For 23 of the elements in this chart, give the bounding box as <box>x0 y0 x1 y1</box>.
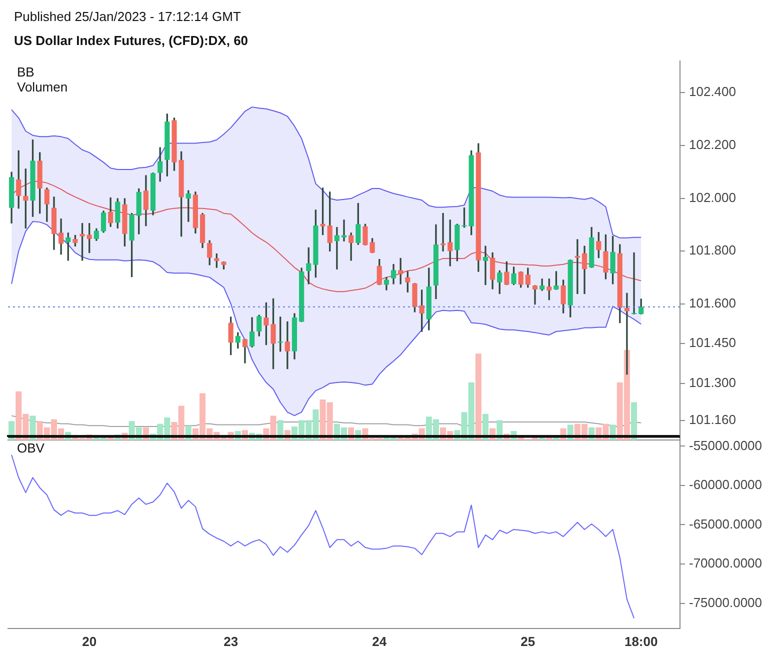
y-tick-label: 102.400 <box>689 84 736 100</box>
annotation: Volumen <box>17 79 68 94</box>
y-tick-label: 101.600 <box>689 296 736 311</box>
x-tick-label: 23 <box>224 634 238 649</box>
y-tick-label: 102.000 <box>689 190 736 205</box>
y-tick-label: -65000.0000 <box>689 516 762 532</box>
y-tick-label: 102.200 <box>689 136 736 152</box>
x-tick-label: 20 <box>82 634 97 649</box>
y-tick-label: 101.300 <box>689 374 736 390</box>
chart-title: OBV <box>17 440 45 456</box>
x-tick-label: 24 <box>372 634 388 649</box>
x-tick-label: 25 <box>520 634 536 649</box>
x-tick-label: 18:00 <box>624 634 658 649</box>
y-tick-label: -70000.0000 <box>689 556 762 571</box>
chart-title: US Dollar Index Futures, (CFD):DX, 60 <box>14 33 248 48</box>
y-tick-label: -55000.0000 <box>689 438 762 453</box>
y-tick-label: -60000.0000 <box>689 477 762 492</box>
y-tick-label: 101.800 <box>689 242 736 258</box>
chart-subtitle: Published 25/Jan/2023 - 17:12:14 GMT <box>14 9 241 24</box>
y-tick-label: -75000.0000 <box>689 594 762 610</box>
annotation: BB <box>17 64 34 80</box>
y-tick-label: 101.450 <box>689 335 736 350</box>
y-tick-label: 101.160 <box>689 412 736 427</box>
